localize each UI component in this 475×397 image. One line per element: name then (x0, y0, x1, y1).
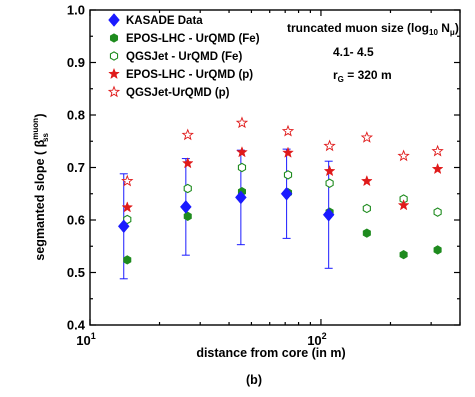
legend-label-epos-fe: EPOS-LHC - UrQMD (Fe) (126, 33, 260, 45)
legend-label-qgsjet-p: QGSJet-UrQMD (p) (126, 87, 230, 99)
data-point-star-open (281, 124, 295, 137)
legend-marker-qgsjet-fe (109, 51, 119, 61)
data-point-star-open (121, 174, 134, 187)
y-tick-label: 0.6 (67, 213, 85, 228)
data-point-hexagon-open (362, 203, 371, 214)
legend-marker-epos-p (108, 67, 120, 80)
legend-marker-hexagon-filled (109, 33, 119, 43)
legend-item-kasade: KASADE Data (108, 13, 203, 27)
x-axis-title: distance from core (in m) (196, 346, 345, 360)
y-axis-title: segmanted slope ( βmuonss ) (31, 113, 50, 260)
y-tick-label: 0.8 (67, 108, 85, 123)
data-point-hexagon-filled (433, 245, 442, 255)
legend-item-epos-fe: EPOS-LHC - UrQMD (Fe) (109, 33, 260, 45)
y-tick-label: 1.0 (67, 3, 85, 18)
x-tick-label: 101 (76, 331, 95, 348)
legend-item-qgsjet-p: QGSJet-UrQMD (p) (107, 85, 230, 99)
data-point-star-open (431, 144, 444, 157)
legend-item-epos-p: EPOS-LHC - UrQMD (p) (108, 67, 253, 81)
legend-marker-diamond (108, 13, 120, 27)
data-layer (117, 116, 444, 280)
y-tick-label: 0.5 (67, 265, 85, 280)
data-point-hexagon-filled (123, 255, 132, 265)
annotation-range: 4.1- 4.5 (333, 45, 374, 59)
data-point-star-filled (181, 157, 194, 169)
legend-item-qgsjet-fe: QGSJet - UrQMD (Fe) (109, 51, 242, 63)
annotation-title: truncated muon size (log10 Nμ) (287, 21, 459, 37)
data-point-diamond (280, 186, 293, 201)
data-point-star-filled (431, 162, 444, 175)
data-point-star-open (360, 131, 373, 143)
data-point-hexagon-filled (362, 228, 371, 238)
data-point-hexagon-filled (183, 211, 192, 221)
data-point-star-filled (323, 164, 336, 177)
data-point-star-filled (397, 199, 410, 211)
figure-caption: (b) (246, 373, 262, 387)
legend-marker-star-open (107, 85, 121, 98)
data-point-diamond (322, 207, 335, 222)
legend-marker-star-filled (108, 67, 120, 80)
data-point-star-filled (121, 201, 134, 213)
data-point-diamond (235, 190, 247, 205)
data-point-hexagon-filled (399, 250, 408, 260)
legend-marker-qgsjet-p (107, 85, 121, 98)
data-point-star-filled (236, 146, 248, 158)
y-tick-label: 0.7 (67, 160, 85, 175)
data-point-star-filled (282, 146, 294, 158)
legend-label-qgsjet-fe: QGSJet - UrQMD (Fe) (126, 51, 242, 63)
y-tick-label: 0.4 (67, 318, 86, 333)
data-point-star-filled (360, 174, 373, 187)
legend-marker-epos-fe (109, 33, 119, 43)
data-point-hexagon-open (237, 162, 247, 173)
data-point-star-open (181, 128, 194, 141)
annotation-rg: rG = 320 m (333, 68, 392, 84)
legend-label-kasade: KASADE Data (126, 15, 203, 27)
legend-label-epos-p: EPOS-LHC - UrQMD (p) (126, 69, 253, 81)
legend: KASADE Data EPOS-LHC - UrQMD (Fe) QGSJet… (107, 13, 260, 99)
data-point-star-open (235, 116, 249, 129)
data-point-hexagon-open (283, 170, 293, 180)
data-point-hexagon-open (325, 178, 334, 188)
data-point-hexagon-open (433, 207, 442, 217)
legend-marker-kasade (108, 13, 120, 27)
legend-marker-hexagon-open (109, 51, 119, 61)
data-point-star-open (397, 149, 410, 162)
data-point-diamond (180, 199, 192, 214)
data-point-star-open (323, 139, 336, 152)
data-point-hexagon-open (183, 183, 192, 194)
y-tick-label: 0.9 (67, 55, 85, 70)
data-point-diamond (117, 219, 130, 234)
